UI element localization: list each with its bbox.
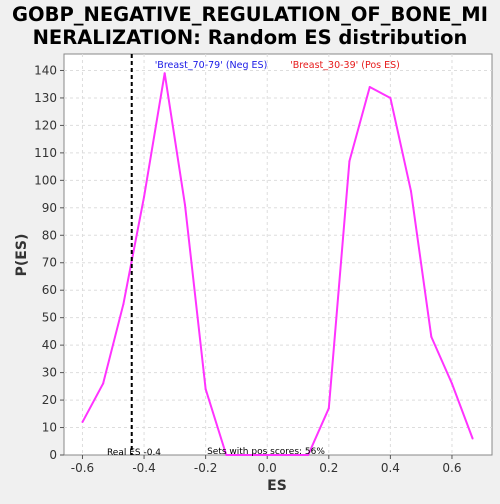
data-point (348, 160, 351, 163)
data-point (471, 437, 474, 440)
series-line (81, 72, 474, 456)
data-point (81, 421, 84, 424)
y-axis-label: P(ES) (14, 234, 30, 277)
data-point (286, 454, 289, 456)
y-tick-label: 70 (42, 256, 57, 270)
data-point (184, 204, 187, 207)
data-point (102, 382, 105, 385)
y-tick-label: 0 (49, 448, 57, 462)
x-tick-label: 0.4 (381, 461, 400, 475)
x-tick-label: 0.2 (319, 461, 338, 475)
y-tick-label: 100 (34, 173, 57, 187)
data-point (307, 454, 310, 456)
data-point (245, 454, 248, 456)
series-group (81, 72, 474, 456)
pos-scores-label: Sets with pos scores: 56% (207, 447, 325, 457)
x-tick-label: -0.4 (132, 461, 155, 475)
x-tick-label: 0.6 (442, 461, 461, 475)
plot-area (63, 53, 493, 456)
y-tick-label: 130 (34, 91, 57, 105)
data-point (327, 407, 330, 410)
y-tick-label: 30 (42, 366, 57, 380)
data-point (163, 72, 166, 75)
data-point (225, 454, 228, 456)
neg-es-label: 'Breast_70-79' (Neg ES) (155, 60, 268, 71)
x-tick-label: 0.0 (258, 461, 277, 475)
y-tick-label: 50 (42, 311, 57, 325)
chart-title-line-1: GOBP_NEGATIVE_REGULATION_OF_BONE_MI (12, 3, 488, 26)
data-point (389, 96, 392, 99)
real-es-label: Real ES -0.4 (107, 448, 161, 458)
y-tick-label: 140 (34, 63, 57, 77)
y-tick-label: 20 (42, 393, 57, 407)
data-point (204, 388, 207, 391)
data-point (122, 302, 125, 305)
y-tick-label: 120 (34, 118, 57, 132)
data-point (368, 85, 371, 88)
y-tick-label: 40 (42, 338, 57, 352)
x-tick-label: -0.6 (71, 461, 94, 475)
pos-es-label: 'Breast_30-39' (Pos ES) (290, 60, 400, 71)
data-point (266, 454, 269, 456)
y-tick-label: 60 (42, 283, 57, 297)
y-tick-label: 90 (42, 201, 57, 215)
x-tick-label: -0.2 (194, 461, 217, 475)
data-point (450, 382, 453, 385)
x-axis-ticks: -0.6 -0.4 -0.2 0.0 0.2 0.4 0.6 (71, 455, 462, 475)
y-tick-label: 110 (34, 146, 57, 160)
chart-title-line-2: NERALIZATION: Random ES distribution (33, 26, 468, 49)
data-point (430, 335, 433, 338)
y-axis-ticks: 0 10 20 30 40 50 60 70 80 90 100 110 120 130 140 (34, 63, 64, 462)
data-point (410, 190, 413, 193)
y-tick-label: 10 (42, 421, 57, 435)
y-tick-label: 80 (42, 228, 57, 242)
data-point (143, 195, 146, 198)
x-axis-label: ES (267, 478, 287, 494)
